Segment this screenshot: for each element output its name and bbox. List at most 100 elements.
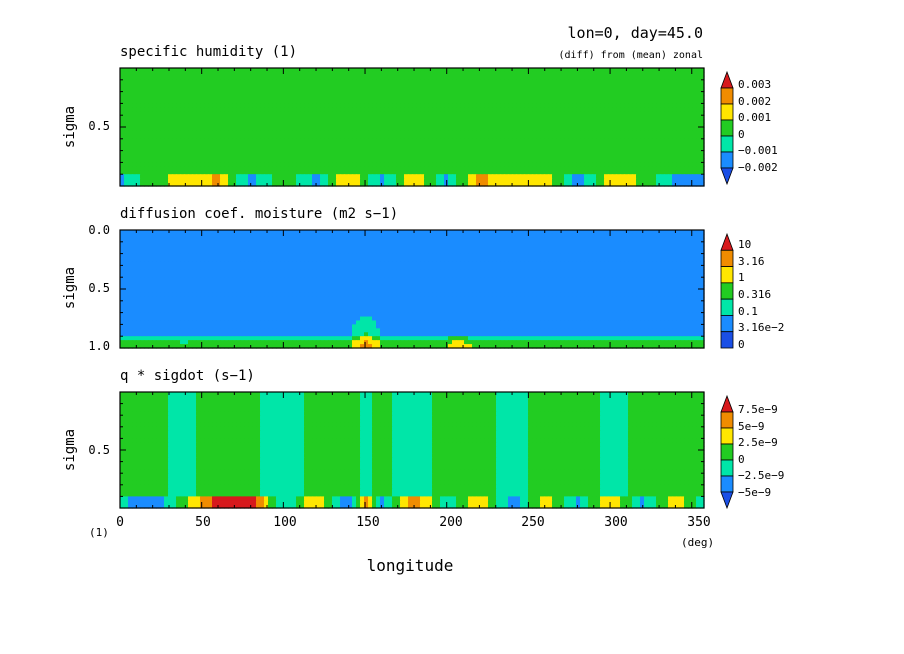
contour-cell [296,233,301,239]
contour-cell [412,142,417,148]
contour-cell [228,107,233,112]
contour-cell [564,138,569,144]
contour-cell [196,150,201,156]
contour-cell [640,154,645,160]
contour-cell [628,68,633,73]
contour-cell [304,111,309,116]
contour-cell [176,83,181,89]
contour-cell [404,166,409,171]
contour-cell [244,146,249,152]
contour-cell [288,182,293,187]
contour-cell [532,111,537,116]
contour-cell [296,142,301,148]
contour-cell [312,230,317,235]
contour-cell [636,178,641,183]
contour-cell [584,174,589,179]
contour-cell [464,87,469,93]
contour-cell [684,166,689,171]
contour-cell [480,142,485,148]
contour-cell [616,182,621,187]
contour-cell [204,233,209,239]
contour-cell [216,99,221,104]
contour-cell [656,103,661,108]
contour-cell [680,230,685,235]
contour-cell [552,154,557,160]
contour-cell [696,111,701,116]
contour-cell [428,162,433,167]
contour-cell [664,95,669,101]
contour-cell [272,119,277,124]
contour-cell [400,71,405,77]
contour-cell [512,237,517,243]
contour-cell [328,130,333,136]
contour-cell [436,154,441,160]
contour-cell [512,127,517,132]
contour-cell [280,91,285,97]
contour-cell [196,230,201,235]
contour-cell [452,71,457,77]
contour-cell [328,158,333,163]
contour-cell [624,123,629,128]
contour-cell [188,146,193,152]
contour-cell [472,146,477,152]
contour-cell [352,158,357,163]
contour-cell [296,127,301,132]
contour-cell [172,237,177,243]
contour-cell [328,230,333,235]
contour-cell [520,99,525,104]
contour-cell [256,150,261,156]
contour-cell [472,95,477,101]
contour-cell [124,79,129,85]
contour-cell [696,158,701,163]
contour-cell [212,130,217,136]
contour-cell [288,134,293,140]
contour-cell [312,154,317,160]
contour-cell [596,119,601,124]
contour-cell [312,111,317,116]
contour-cell [176,127,181,132]
contour-cell [664,115,669,120]
contour-cell [600,79,605,85]
contour-cell [444,237,449,243]
contour-cell [512,119,517,124]
contour-cell [580,71,585,77]
contour-cell [160,71,165,77]
contour-cell [320,174,325,179]
contour-cell [592,115,597,120]
contour-cell [304,142,309,148]
contour-cell [192,166,197,171]
contour-cell [488,68,493,73]
contour-cell [360,87,365,93]
contour-cell [456,95,461,101]
contour-cell [440,127,445,132]
contour-cell [572,178,577,183]
contour-cell [144,68,149,73]
contour-cell [204,146,209,152]
contour-cell [320,68,325,73]
contour-cell [140,230,145,235]
contour-cell [392,162,397,167]
contour-cell [200,130,205,136]
contour-cell [652,166,657,171]
contour-cell [388,162,393,167]
contour-cell [216,119,221,124]
contour-cell [516,230,521,235]
contour-cell [420,107,425,112]
contour-cell [444,233,449,239]
contour-cell [536,162,541,167]
contour-cell [172,230,177,235]
contour-cell [376,182,381,187]
contour-cell [388,103,393,108]
contour-cell [200,119,205,124]
contour-cell [472,107,477,112]
contour-cell [660,158,665,163]
contour-cell [208,166,213,171]
contour-cell [476,162,481,167]
contour-cell [688,91,693,97]
contour-cell [424,71,429,77]
contour-cell [384,154,389,160]
contour-cell [416,107,421,112]
contour-cell [536,170,541,175]
contour-cell [284,71,289,77]
contour-cell [508,146,513,152]
